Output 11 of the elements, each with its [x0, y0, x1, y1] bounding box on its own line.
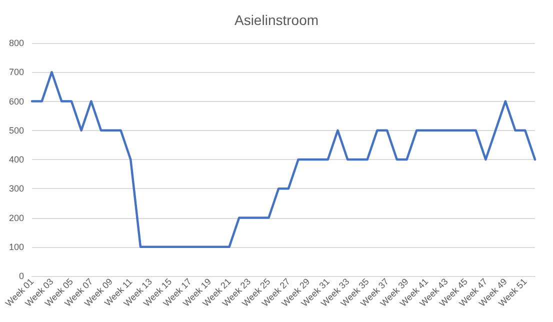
- line-series: [30, 71, 536, 248]
- y-tick-label: 200: [8, 212, 24, 223]
- y-tick-label: 400: [8, 154, 24, 164]
- y-tick-label: 0: [18, 271, 24, 281]
- y-tick-label: 100: [8, 242, 24, 252]
- y-tick-label: 700: [8, 67, 24, 78]
- y-tick-label: 500: [8, 125, 24, 136]
- y-tick-label: 800: [8, 38, 24, 48]
- y-tick-label: 600: [8, 96, 24, 106]
- chart-title: Asielinstroom: [234, 12, 319, 28]
- y-tick-label: 300: [8, 184, 24, 194]
